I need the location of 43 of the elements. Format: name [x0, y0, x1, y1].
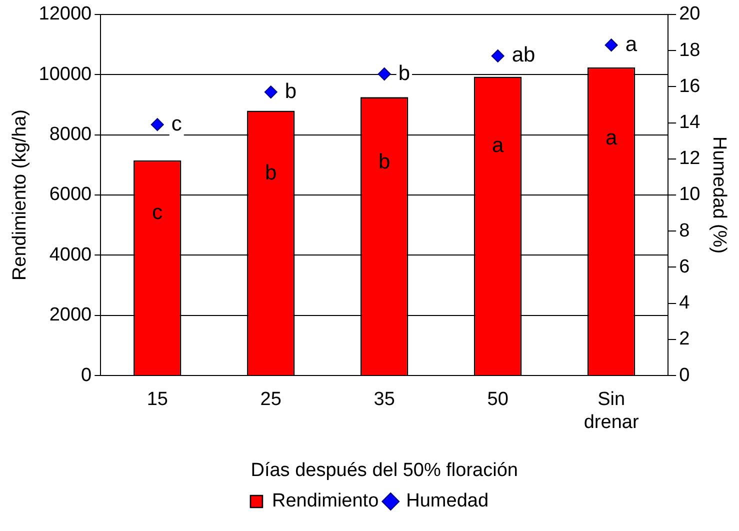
data-label: a	[625, 32, 638, 56]
y2-tick-label: 10	[679, 184, 700, 206]
y-tick-label: 2000	[49, 304, 92, 326]
point	[378, 68, 391, 80]
y2-tick-label: 20	[679, 4, 700, 25]
point	[491, 49, 504, 62]
y2-tick-label: 0	[679, 364, 690, 386]
data-label: a	[605, 126, 618, 150]
legend-label: Humedad	[406, 490, 489, 512]
y-tick-label: 10000	[38, 64, 92, 85]
y-tick-label: 12000	[38, 4, 92, 25]
y-axis-title: Rendimiento (kg/ha)	[10, 109, 31, 281]
y2-tick-label: 2	[679, 328, 690, 350]
x-axis-title: Días después del 50% floración	[250, 460, 518, 481]
data-label: a	[492, 134, 504, 158]
y2-tick-label: 6	[679, 256, 690, 278]
y2-tick-label: 16	[679, 76, 700, 97]
y2-tick-label: 14	[679, 112, 701, 133]
data-label: b	[398, 62, 410, 85]
data-label: ab	[512, 44, 536, 67]
x-tick-label: Sin drenar	[584, 389, 640, 434]
y2-tick-label: 8	[679, 220, 690, 242]
x-tick-label: 50	[487, 389, 508, 410]
y2-axis-title: Humedad (%)	[708, 136, 730, 254]
data-label: b	[378, 150, 390, 174]
point	[264, 86, 278, 99]
y-tick-label: 8000	[49, 124, 92, 146]
x-tick-label: 15	[146, 389, 168, 410]
y-tick-label: 4000	[49, 244, 92, 266]
data-label: b	[265, 161, 277, 184]
y2-tick-label: 18	[679, 40, 700, 61]
y-tick-label: 0	[81, 364, 92, 386]
y-tick-label: 6000	[49, 184, 92, 206]
data-label: c	[152, 201, 163, 224]
data-label: c	[171, 112, 182, 136]
y2-tick-label: 4	[679, 292, 690, 314]
data-label: b	[284, 80, 297, 103]
point	[604, 38, 618, 52]
x-tick-label: 35	[374, 389, 395, 410]
legend-label: Rendimiento	[272, 490, 379, 512]
point	[150, 118, 164, 132]
y2-tick-label: 12	[679, 148, 700, 170]
x-tick-label: 25	[260, 389, 282, 410]
